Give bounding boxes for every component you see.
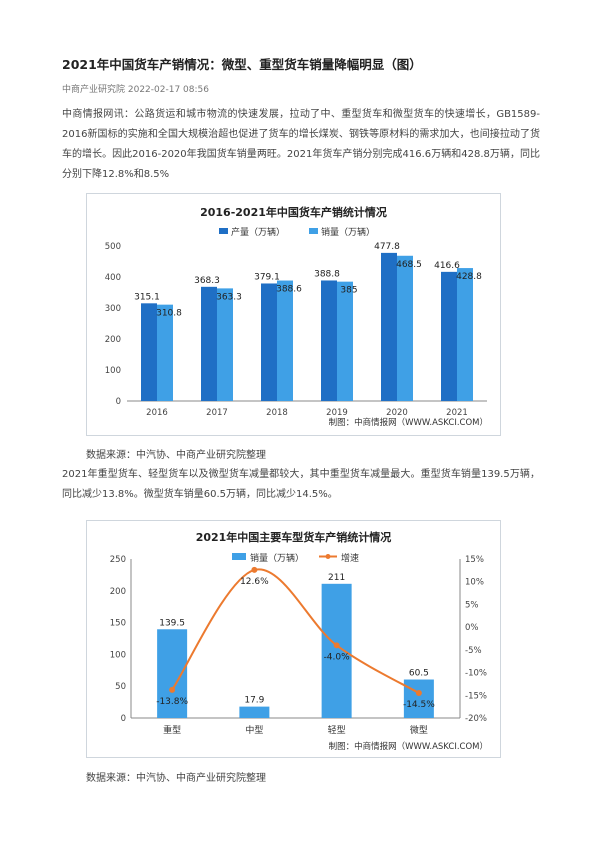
x-tick-label: 轻型 (328, 724, 346, 736)
growth-point-重型 (169, 686, 176, 693)
source-note-1: 数据来源：中汽协、中商产业研究院整理 (86, 450, 266, 461)
bar-sales-微型 (403, 679, 434, 718)
bar-production-2018 (261, 283, 277, 401)
bar-label: 17.9 (244, 696, 264, 706)
bar-production-2021 (441, 271, 457, 401)
bar-label: 139.5 (159, 618, 185, 628)
bar-label: 60.5 (409, 669, 429, 679)
bar-production-2019 (321, 280, 337, 401)
bar-production-2017 (201, 286, 217, 401)
bar-label-production-2019: 388.8 (314, 269, 340, 279)
y2-tick-label: -15% (465, 691, 487, 701)
y2-tick-label: 10% (465, 578, 484, 588)
growth-label: -13.8% (156, 697, 188, 707)
y-tick-label: 200 (110, 587, 126, 597)
bar-label-sales-2021: 428.8 (456, 272, 482, 282)
bar-label-production-2018: 379.1 (254, 272, 280, 282)
chart2-title: 2021年中国主要车型货车产销统计情况 (196, 530, 392, 544)
bar-sales-2021 (457, 268, 473, 401)
bar-sales-2020 (397, 255, 413, 401)
y-tick-label: 100 (105, 366, 121, 376)
growth-point-轻型 (333, 642, 340, 649)
y-tick-label: 100 (110, 650, 126, 660)
y2-tick-label: -20% (465, 714, 487, 724)
bar-production-2020 (381, 252, 397, 401)
y-tick-label: 150 (110, 619, 126, 629)
chart1-title: 2016-2021年中国货车产销统计情况 (200, 205, 387, 219)
y-tick-label: 0 (116, 397, 121, 407)
y-tick-label: 200 (105, 335, 121, 345)
legend-label-2: 销量（万辆） (321, 226, 375, 238)
bar-label-production-2017: 368.3 (194, 276, 220, 286)
bar-sales-2019 (337, 281, 353, 401)
x-tick-label: 重型 (163, 724, 181, 736)
y-tick-label: 250 (110, 555, 126, 565)
legend-swatch-sales (232, 553, 246, 560)
bar-sales-2017 (217, 288, 233, 401)
truck-type-sales-chart: 2021年中国主要车型货车产销统计情况销量（万辆） 增速 0 50 100 150 200 2… (86, 520, 501, 758)
y2-tick-label: 15% (465, 555, 484, 565)
y-tick-label: 300 (105, 304, 121, 314)
y-tick-label: 50 (115, 682, 126, 692)
growth-point-微型 (415, 690, 422, 697)
legend-label-1: 产量（万辆） (231, 226, 285, 238)
legend-swatch-1 (219, 228, 228, 234)
legend-swatch-2 (309, 228, 318, 234)
source-note-2: 数据来源：中汽协、中商产业研究院整理 (86, 773, 266, 784)
bar-sales-中型 (239, 706, 270, 718)
y-tick-label: 400 (105, 273, 121, 283)
legend-label-sales: 销量（万辆） (250, 552, 304, 564)
bar-label-sales-2016: 310.8 (156, 309, 182, 319)
bar-label-production-2016: 315.1 (134, 292, 160, 302)
bar-label-sales-2018: 388.6 (276, 285, 302, 295)
intro-paragraph: 中商情报网讯：公路货运和城市物流的快速发展，拉动了中、重型货车和微型货车的快速增… (62, 109, 540, 180)
bar-label-sales-2020: 468.5 (396, 260, 422, 270)
bar-label: 211 (328, 573, 345, 583)
growth-line (171, 568, 420, 694)
second-paragraph: 2021年重型货车、轻型货车以及微型货车减量都较大，其中重型货车减量最大。重型货… (62, 469, 540, 500)
bar-sales-2016 (157, 304, 173, 401)
legend-marker-growth (325, 554, 331, 559)
article-meta: 中商产业研究院 2022-02-17 08:56 (62, 85, 209, 95)
x-tick-label: 2016 (146, 408, 168, 418)
bar-production-2016 (141, 303, 157, 401)
x-tick-label: 2018 (266, 408, 288, 418)
y2-tick-label: 0% (465, 623, 479, 633)
bar-sales-轻型 (321, 583, 352, 718)
growth-label: 12.6% (240, 577, 269, 587)
chart1-footer: 制图：中商情报网（WWW.ASKCI.COM） (329, 417, 488, 428)
x-tick-label: 微型 (410, 724, 428, 736)
y2-tick-label: -10% (465, 669, 487, 679)
truck-production-sales-chart: 2016-2021年中国货车产销统计情况产量（万辆） 销量（万辆） 0 100 200 3… (86, 193, 501, 436)
x-tick-label: 中型 (245, 724, 263, 736)
y-tick-label: 0 (121, 714, 126, 724)
x-tick-label: 2017 (206, 408, 228, 418)
x-tick-label: 2020 (386, 408, 408, 418)
growth-label: -14.5% (403, 700, 435, 710)
bar-sales-2018 (277, 280, 293, 401)
x-tick-label: 2021 (446, 408, 468, 418)
growth-label: -4.0% (324, 652, 351, 662)
article-title: 2021年中国货车产销情况：微型、重型货车销量降幅明显（图） (62, 57, 422, 72)
bar-label-sales-2019: 385 (340, 286, 357, 296)
bar-label-production-2020: 477.8 (374, 242, 400, 252)
legend-label-growth: 增速 (341, 552, 359, 564)
y2-tick-label: -5% (465, 646, 482, 656)
y-tick-label: 500 (105, 242, 121, 252)
bar-label-production-2021: 416.6 (434, 261, 460, 271)
growth-point-中型 (251, 566, 258, 573)
chart2-footer: 制图：中商情报网（WWW.ASKCI.COM） (329, 741, 488, 752)
x-tick-label: 2019 (326, 408, 348, 418)
bar-label-sales-2017: 363.3 (216, 292, 242, 302)
y2-tick-label: 5% (465, 600, 479, 610)
